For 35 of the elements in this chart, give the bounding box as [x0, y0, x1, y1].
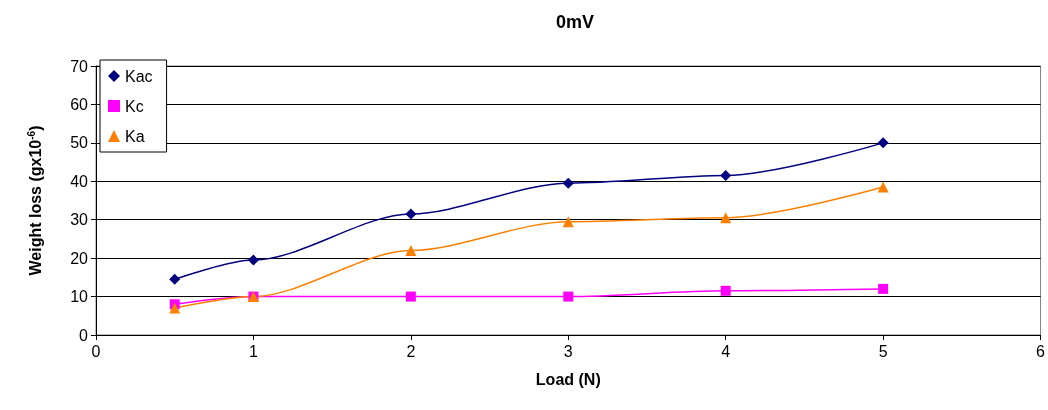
y-tick-label: 70	[70, 57, 89, 75]
y-tick-label: 40	[70, 172, 89, 190]
legend-label: Kac	[125, 67, 153, 85]
x-tick-label: 0	[91, 342, 101, 360]
point	[720, 285, 731, 296]
point	[405, 291, 416, 302]
point	[877, 137, 889, 149]
y-tick-label: 10	[70, 288, 89, 306]
x-tick-label: 4	[721, 342, 731, 360]
x-tick-label: 5	[878, 342, 888, 360]
x-axis-title: Load (N)	[535, 370, 601, 388]
x-tick-label: 3	[563, 342, 573, 360]
point	[877, 181, 889, 193]
y-tick-label: 50	[70, 134, 89, 152]
chart-title: 0mV	[555, 12, 595, 32]
point	[247, 254, 259, 266]
point	[878, 283, 889, 294]
point	[405, 208, 417, 220]
y-tick-label: 0	[79, 326, 89, 344]
x-tick-label: 2	[406, 342, 416, 360]
legend-label: Ka	[125, 127, 145, 145]
x-tick-label: 1	[248, 342, 258, 360]
point	[169, 302, 181, 314]
legend-label: Kc	[125, 97, 144, 115]
y-tick-label: 30	[70, 211, 89, 229]
point	[405, 244, 417, 256]
point	[169, 273, 181, 285]
point	[562, 177, 574, 189]
point	[720, 170, 732, 182]
point	[563, 291, 574, 302]
y-tick-label: 20	[70, 249, 89, 267]
y-tick-label: 60	[70, 95, 89, 113]
point	[562, 216, 574, 228]
x-tick-label: 6	[1036, 342, 1046, 360]
point	[720, 212, 732, 224]
